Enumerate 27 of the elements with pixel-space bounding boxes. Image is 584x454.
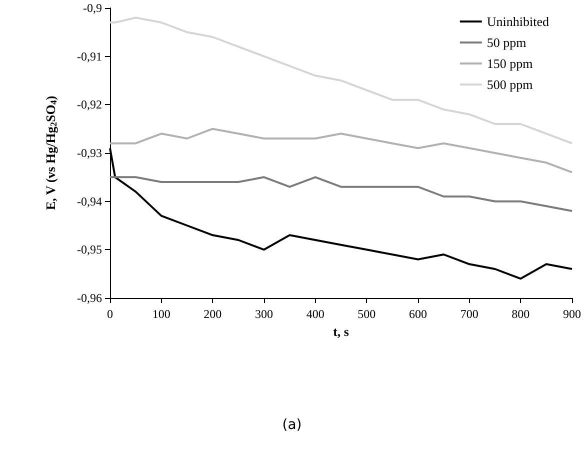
y-tick-label: -0,94 <box>77 194 102 208</box>
legend-label: 50 ppm <box>486 35 526 50</box>
y-tick-label: -0,96 <box>77 291 102 305</box>
x-tick-label: 600 <box>409 307 427 321</box>
legend-label: 500 ppm <box>486 77 533 92</box>
x-tick-label: 500 <box>358 307 376 321</box>
y-tick-label: -0,91 <box>77 49 102 64</box>
y-axis-title: E, V (vs Hg/Hg2SO4) <box>43 96 58 210</box>
line-series <box>109 128 573 174</box>
y-tick-label: -0,92 <box>77 98 102 112</box>
y-tick-label: -0,93 <box>77 146 102 160</box>
x-tick-label: 800 <box>512 307 530 321</box>
y-tick-label: -0,9 <box>83 1 102 15</box>
x-tick-label: 400 <box>306 307 324 321</box>
x-tick-label: 200 <box>204 307 222 321</box>
x-tick-label: 0 <box>107 307 113 321</box>
x-axis-title: t, s <box>333 324 349 339</box>
line-series <box>109 16 573 144</box>
legend-label: Uninhibited <box>486 14 550 29</box>
text: (a) <box>282 417 302 433</box>
x-tick-label: 100 <box>152 307 170 321</box>
y-tick-label: -0,95 <box>77 242 102 257</box>
legend-label: 150 ppm <box>486 56 533 71</box>
x-tick-label: 900 <box>563 307 581 321</box>
x-tick-label: 300 <box>255 307 273 321</box>
line-series <box>109 176 573 212</box>
x-tick-label: 700 <box>460 307 478 321</box>
